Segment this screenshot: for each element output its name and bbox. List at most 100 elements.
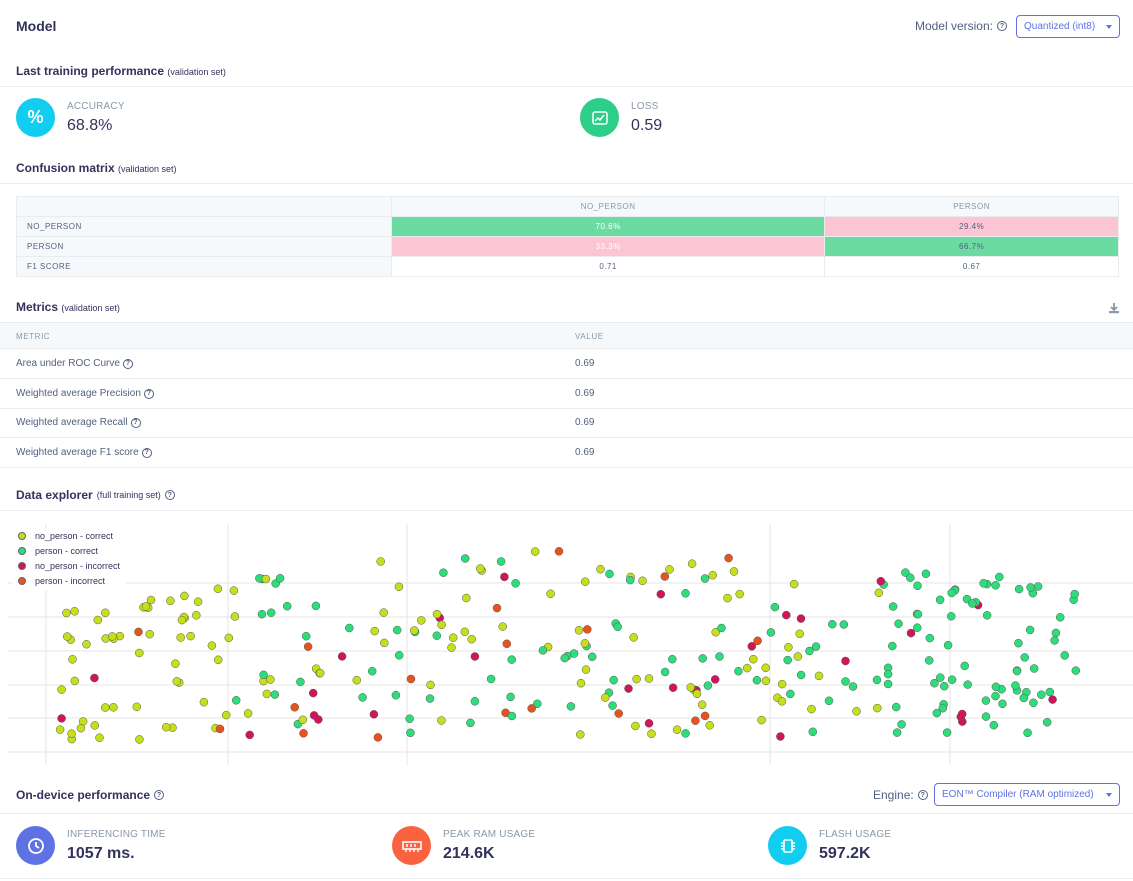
scatter-point[interactable] xyxy=(913,623,922,632)
scatter-point[interactable] xyxy=(566,702,576,711)
scatter-point[interactable] xyxy=(647,729,656,739)
scatter-point[interactable] xyxy=(439,568,448,577)
scatter-point[interactable] xyxy=(290,703,299,712)
scatter-point[interactable] xyxy=(1048,695,1057,704)
scatter-point[interactable] xyxy=(883,679,893,689)
scatter-point[interactable] xyxy=(1029,664,1039,673)
scatter-point[interactable] xyxy=(998,699,1007,709)
scatter-point[interactable] xyxy=(936,673,945,682)
scatter-point[interactable] xyxy=(681,589,690,598)
scatter-point[interactable] xyxy=(692,689,702,699)
scatter-point[interactable] xyxy=(245,730,254,740)
scatter-point[interactable] xyxy=(614,709,623,718)
scatter-point[interactable] xyxy=(807,704,816,714)
scatter-point[interactable] xyxy=(1042,718,1052,727)
scatter-point[interactable] xyxy=(981,712,991,721)
scatter-point[interactable] xyxy=(729,567,739,576)
scatter-point[interactable] xyxy=(625,575,635,585)
scatter-point[interactable] xyxy=(57,714,66,723)
scatter-point[interactable] xyxy=(995,572,1004,582)
scatter-point[interactable] xyxy=(672,725,682,734)
scatter-point[interactable] xyxy=(876,576,886,586)
scatter-point[interactable] xyxy=(417,616,426,625)
scatter-point[interactable] xyxy=(315,668,325,678)
scatter-point[interactable] xyxy=(437,716,446,725)
scatter-point[interactable] xyxy=(957,709,967,719)
scatter-point[interactable] xyxy=(777,679,787,689)
scatter-point[interactable] xyxy=(644,674,654,683)
scatter-point[interactable] xyxy=(660,572,670,581)
scatter-point[interactable] xyxy=(749,654,758,664)
scatter-point[interactable] xyxy=(982,611,992,620)
scatter-point[interactable] xyxy=(601,693,610,702)
scatter-point[interactable] xyxy=(913,581,922,591)
scatter-point[interactable] xyxy=(668,654,677,664)
scatter-point[interactable] xyxy=(656,589,666,599)
scatter-point[interactable] xyxy=(266,608,276,617)
scatter-point[interactable] xyxy=(406,728,415,738)
scatter-point[interactable] xyxy=(735,589,744,599)
scatter-point[interactable] xyxy=(380,638,389,648)
scatter-point[interactable] xyxy=(753,636,762,646)
scatter-point[interactable] xyxy=(496,557,506,566)
help-icon[interactable]: ? xyxy=(917,790,928,800)
scatter-point[interactable] xyxy=(894,619,903,628)
scatter-point[interactable] xyxy=(686,683,695,692)
scatter-point[interactable] xyxy=(574,626,584,635)
scatter-point[interactable] xyxy=(805,646,814,656)
scatter-point[interactable] xyxy=(533,699,542,709)
scatter-point[interactable] xyxy=(608,701,617,710)
scatter-point[interactable] xyxy=(848,682,858,691)
scatter-point[interactable] xyxy=(703,681,713,690)
scatter-point[interactable] xyxy=(938,703,948,713)
scatter-point[interactable] xyxy=(259,670,268,680)
scatter-point[interactable] xyxy=(506,692,515,702)
scatter-point[interactable] xyxy=(275,574,285,583)
scatter-point[interactable] xyxy=(814,671,824,681)
scatter-point[interactable] xyxy=(337,652,347,661)
scatter-point[interactable] xyxy=(166,596,175,606)
scatter-point[interactable] xyxy=(55,725,65,734)
scatter-point[interactable] xyxy=(410,626,419,635)
scatter-point[interactable] xyxy=(560,653,569,663)
scatter-point[interactable] xyxy=(370,626,379,636)
scatter-point[interactable] xyxy=(581,665,591,674)
scatter-point[interactable] xyxy=(991,581,1000,590)
scatter-point[interactable] xyxy=(874,588,884,598)
scatter-point[interactable] xyxy=(742,663,752,673)
scatter-point[interactable] xyxy=(224,633,234,643)
scatter-point[interactable] xyxy=(1012,666,1022,676)
scatter-point[interactable] xyxy=(757,715,766,725)
scatter-point[interactable] xyxy=(101,608,110,618)
scatter-point[interactable] xyxy=(176,633,185,642)
scatter-point[interactable] xyxy=(470,697,480,706)
scatter-point[interactable] xyxy=(57,685,66,694)
scatter-point[interactable] xyxy=(828,619,837,629)
scatter-point[interactable] xyxy=(873,703,882,713)
scatter-point[interactable] xyxy=(460,554,470,563)
scatter-point[interactable] xyxy=(717,623,726,633)
scatter-point[interactable] xyxy=(660,667,670,677)
legend-item[interactable]: no_person - incorrect xyxy=(18,558,120,573)
scatter-point[interactable] xyxy=(230,612,240,621)
help-icon[interactable]: ? xyxy=(130,417,141,428)
scatter-point[interactable] xyxy=(379,608,388,617)
scatter-point[interactable] xyxy=(303,642,313,651)
scatter-point[interactable] xyxy=(715,652,724,661)
scatter-point[interactable] xyxy=(213,655,223,665)
scatter-point[interactable] xyxy=(940,681,949,691)
scatter-point[interactable] xyxy=(296,677,305,687)
scatter-point[interactable] xyxy=(644,719,654,728)
scatter-point[interactable] xyxy=(511,579,520,588)
scatter-point[interactable] xyxy=(852,707,861,716)
scatter-point[interactable] xyxy=(145,629,154,639)
scatter-point[interactable] xyxy=(135,648,144,658)
scatter-point[interactable] xyxy=(569,649,579,658)
scatter-point[interactable] xyxy=(734,666,743,676)
scatter-point[interactable] xyxy=(462,593,471,603)
scatter-point[interactable] xyxy=(681,729,690,738)
scatter-point[interactable] xyxy=(507,655,516,664)
scatter-point[interactable] xyxy=(786,689,795,699)
scatter-point[interactable] xyxy=(793,652,803,661)
scatter-point[interactable] xyxy=(668,683,678,692)
